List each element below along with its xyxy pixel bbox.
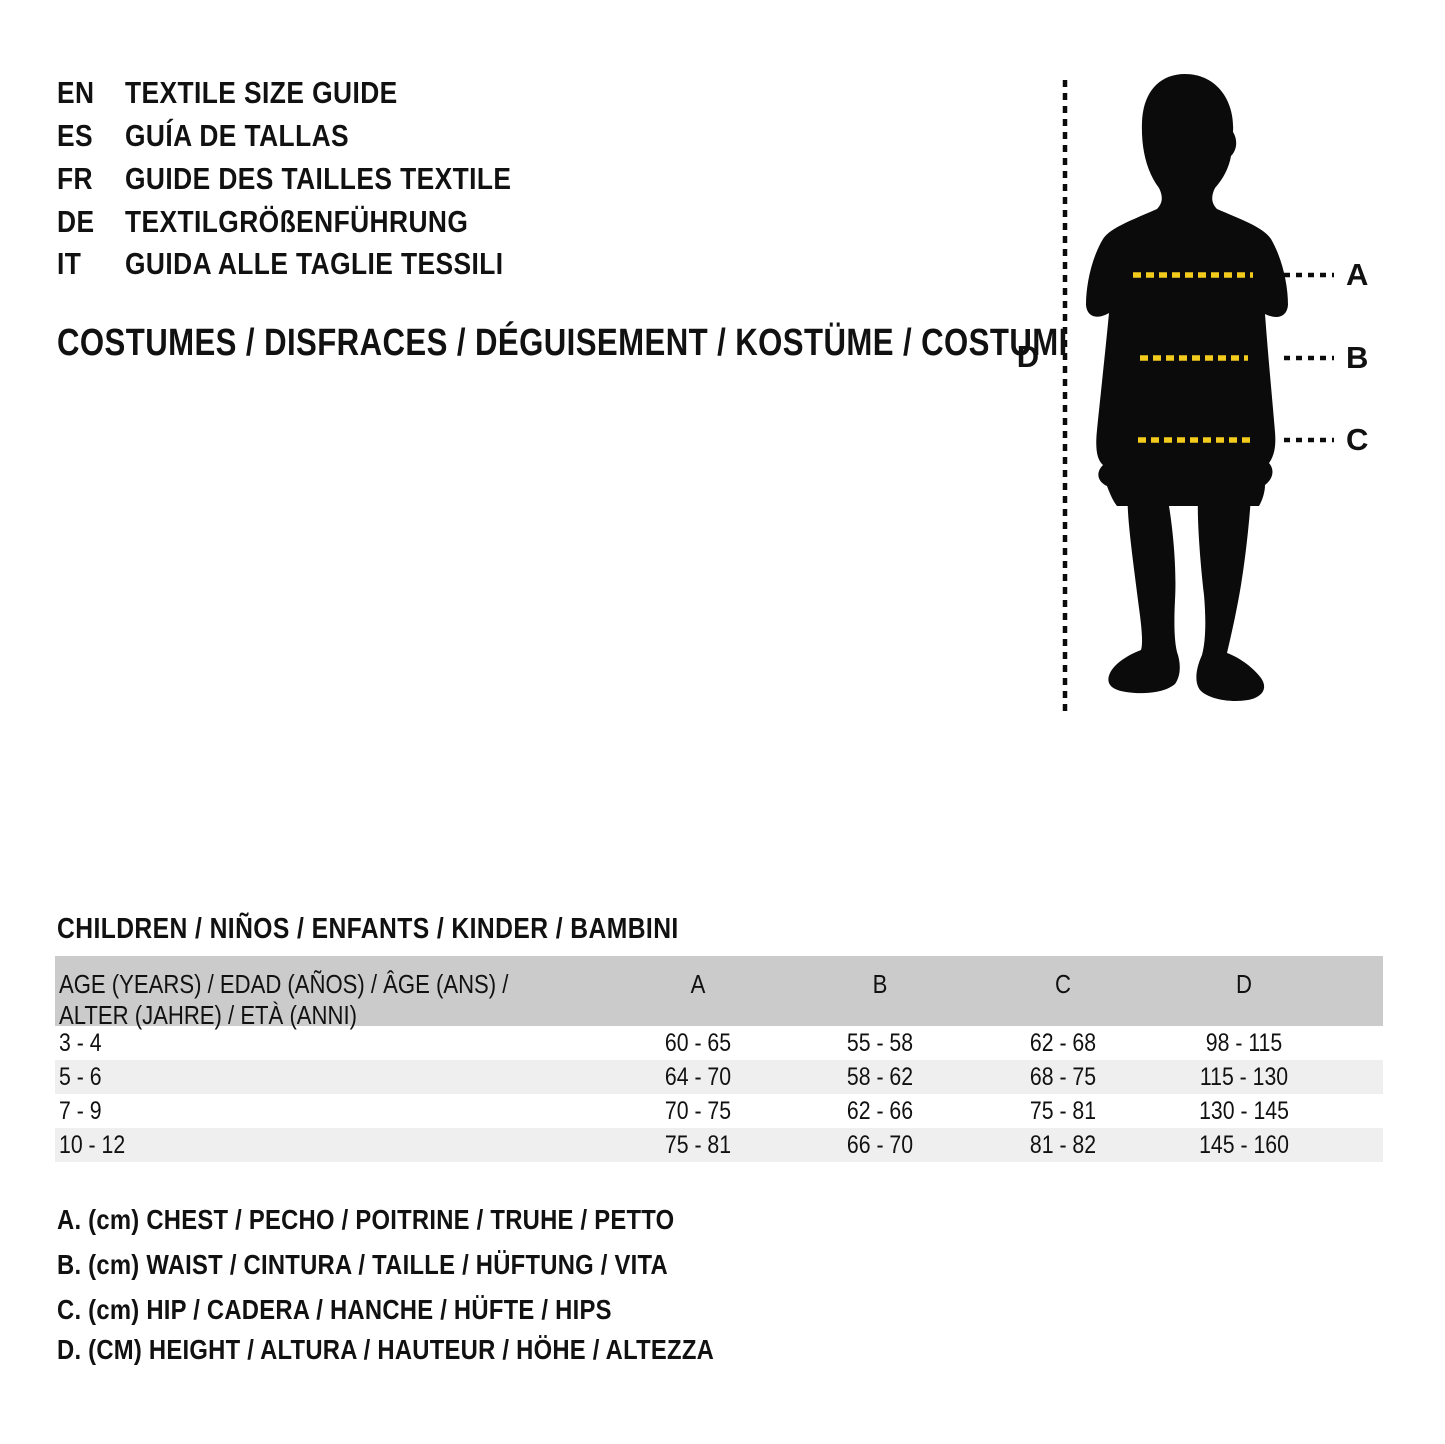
language-code: FR	[57, 161, 93, 196]
legend-hip: C. (cm) HIP / CADERA / HANCHE / HÜFTE / …	[57, 1294, 612, 1325]
column-header-c: C	[1055, 969, 1071, 999]
hip-cell: 62 - 68	[1029, 1029, 1097, 1057]
language-row-es: ES GUÍA DE TALLAS	[57, 115, 389, 157]
language-title: TEXTILE SIZE GUIDE	[125, 75, 398, 110]
legend-height: D. (CM) HEIGHT / ALTURA / HAUTEUR / HÖHE…	[57, 1334, 715, 1365]
age-cell: 7 - 9	[59, 1096, 102, 1125]
age-cell: 5 - 6	[59, 1062, 102, 1091]
height-cell: 130 - 145	[1199, 1097, 1289, 1125]
language-row-de: DE TEXTILGRÖßENFÜHRUNG	[57, 201, 529, 243]
table-row: 3 - 4 60 - 65 55 - 58 62 - 68 98 - 115	[55, 1026, 1383, 1060]
language-code: EN	[57, 75, 95, 110]
language-row-en: EN TEXTILE SIZE GUIDE	[57, 72, 446, 114]
hip-cell: 68 - 75	[1029, 1063, 1097, 1091]
chest-cell: 75 - 81	[664, 1131, 732, 1159]
language-code: DE	[57, 204, 95, 239]
waist-cell: 62 - 66	[846, 1097, 914, 1125]
language-title: GUÍA DE TALLAS	[125, 118, 350, 153]
height-cell: 98 - 115	[1205, 1029, 1283, 1057]
legend-waist: B. (cm) WAIST / CINTURA / TAILLE / HÜFTU…	[57, 1249, 669, 1280]
section-title-children: CHILDREN / NIÑOS / ENFANTS / KINDER / BA…	[57, 913, 679, 945]
category-title: COSTUMES / DISFRACES / DÉGUISEMENT / KOS…	[57, 322, 1068, 364]
child-silhouette-left-leg	[1108, 494, 1180, 694]
legend-chest: A. (cm) CHEST / PECHO / POITRINE / TRUHE…	[57, 1204, 675, 1235]
language-row-fr: FR GUIDE DES TAILLES TEXTILE	[57, 158, 580, 200]
hip-cell: 81 - 82	[1029, 1131, 1097, 1159]
chest-cell: 60 - 65	[664, 1029, 732, 1057]
size-table: AGE (YEARS) / EDAD (AÑOS) / ÂGE (ANS) / …	[55, 956, 1383, 1162]
column-header-b: B	[872, 969, 888, 999]
waist-cell: 58 - 62	[846, 1063, 914, 1091]
waist-label-b: B	[1346, 340, 1369, 375]
table-row: 7 - 9 70 - 75 62 - 66 75 - 81 130 - 145	[55, 1094, 1383, 1128]
language-title: GUIDA ALLE TAGLIE TESSILI	[125, 246, 504, 281]
language-title: TEXTILGRÖßENFÜHRUNG	[125, 204, 469, 239]
language-title: GUIDE DES TAILLES TEXTILE	[125, 161, 512, 196]
age-column-header: AGE (YEARS) / EDAD (AÑOS) / ÂGE (ANS) / …	[59, 969, 509, 1030]
hip-label-c: C	[1346, 422, 1369, 457]
chest-cell: 64 - 70	[664, 1063, 732, 1091]
table-row: 10 - 12 75 - 81 66 - 70 81 - 82 145 - 16…	[55, 1128, 1383, 1162]
waist-cell: 55 - 58	[846, 1029, 914, 1057]
waist-cell: 66 - 70	[846, 1131, 914, 1159]
height-label-d: D	[1016, 339, 1040, 374]
child-silhouette-right-leg	[1196, 495, 1265, 701]
height-cell: 115 - 130	[1199, 1063, 1289, 1091]
table-header-row: AGE (YEARS) / EDAD (AÑOS) / ÂGE (ANS) / …	[55, 956, 1383, 1030]
age-cell: 3 - 4	[59, 1028, 102, 1057]
language-row-it: IT GUIDA ALLE TAGLIE TESSILI	[57, 243, 570, 285]
column-header-a: A	[690, 969, 706, 999]
height-cell: 145 - 160	[1199, 1131, 1289, 1159]
chest-label-a: A	[1346, 257, 1369, 292]
language-code: ES	[57, 118, 94, 153]
column-header-d: D	[1236, 969, 1252, 999]
age-cell: 10 - 12	[59, 1130, 126, 1159]
table-row: 5 - 6 64 - 70 58 - 62 68 - 75 115 - 130	[55, 1060, 1383, 1094]
chest-cell: 70 - 75	[664, 1097, 732, 1125]
language-code: IT	[57, 246, 82, 281]
hip-cell: 75 - 81	[1029, 1097, 1097, 1125]
child-silhouette-icon	[1086, 74, 1288, 506]
